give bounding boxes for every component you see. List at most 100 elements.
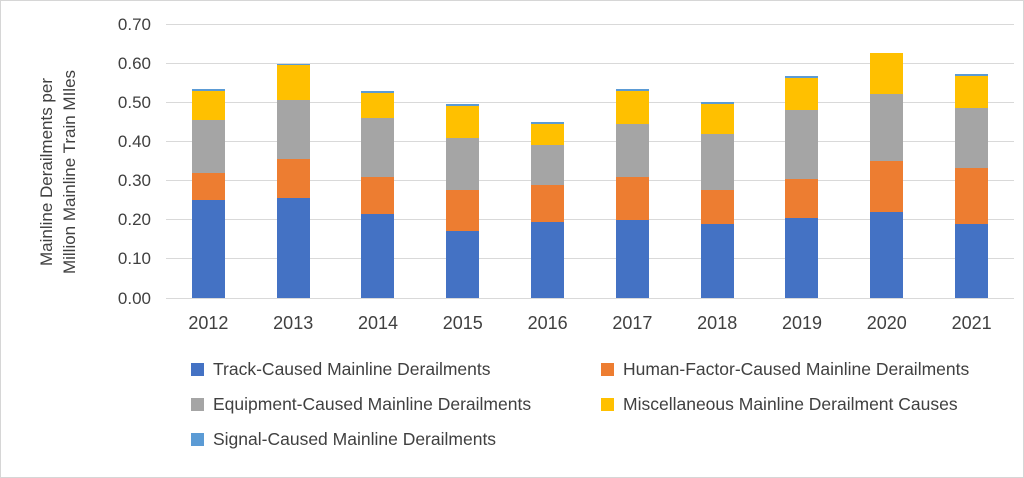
bar-segment: [955, 107, 989, 168]
x-tick-label: 2020: [866, 313, 907, 333]
bar-segment: [191, 200, 225, 298]
bar-segment: [446, 137, 480, 191]
bar-segment: [531, 221, 565, 298]
bar-segment: [785, 77, 819, 110]
bar-segment: [361, 213, 395, 298]
x-tick-label: 2014: [357, 313, 399, 333]
bar-segment: [615, 176, 649, 220]
gridline: [166, 219, 1014, 221]
bar-segment: [955, 167, 989, 224]
gridline: [166, 180, 1014, 182]
gridline: [166, 258, 1014, 260]
legend-item: Miscellaneous Mainline Derailment Causes: [601, 394, 1011, 415]
legend-swatch-icon: [191, 363, 204, 376]
legend-item: Track-Caused Mainline Derailments: [191, 359, 601, 380]
bar-2017: [590, 24, 675, 298]
bar-segment: [191, 119, 225, 173]
bar-segment: [531, 184, 565, 222]
legend-swatch-icon: [601, 398, 614, 411]
gridline: [166, 23, 1014, 25]
y-tick-label: 0.40: [117, 131, 151, 151]
y-tick-label: 0.20: [117, 210, 151, 230]
y-tick-label: 0.10: [117, 249, 151, 269]
bar-segment: [276, 198, 310, 298]
bar-segment: [361, 176, 395, 214]
bar-segment: [870, 161, 904, 212]
bar-segment: [276, 65, 310, 101]
legend-item: Human-Factor-Caused Mainline Derailments: [601, 359, 1011, 380]
bar-segment: [361, 117, 395, 177]
bar-segment: [615, 123, 649, 177]
bar-segment: [785, 217, 819, 298]
y-tick-label: 0.70: [117, 14, 151, 34]
bar-2013: [251, 24, 336, 298]
gridline: [166, 62, 1014, 64]
bar-segment: [446, 103, 480, 107]
bar-segment: [446, 231, 480, 298]
bar-segment: [700, 223, 734, 298]
legend-item: Equipment-Caused Mainline Derailments: [191, 394, 601, 415]
x-tick-label: 2021: [951, 313, 992, 333]
bar-segment: [615, 219, 649, 298]
bar-segment: [700, 190, 734, 224]
legend: Track-Caused Mainline Derailments Human-F…: [191, 359, 1011, 450]
bar-segment: [276, 100, 310, 160]
bar-2018: [675, 24, 760, 298]
x-axis-line: [166, 298, 1014, 299]
bar-segment: [700, 104, 734, 134]
legend-label: Human-Factor-Caused Mainline Derailments: [623, 359, 970, 379]
bar-segment: [361, 92, 395, 118]
y-axis-title-line2: Million Mainline Train MIles: [60, 69, 79, 275]
bar-segment: [531, 123, 565, 146]
x-tick-label: 2013: [273, 313, 314, 333]
bar-segment: [191, 89, 225, 92]
bar-segment: [615, 90, 649, 124]
gridline: [166, 101, 1014, 103]
y-axis-title-line1: Mainline Derailments per: [37, 77, 56, 267]
legend-swatch-icon: [601, 363, 614, 376]
bar-segment: [700, 102, 734, 105]
bar-segment: [785, 179, 819, 218]
bar-2016: [505, 24, 590, 298]
y-tick-label: 0.50: [117, 92, 151, 112]
bar-segment: [191, 172, 225, 201]
bar-2021: [929, 24, 1014, 298]
gridline: [166, 140, 1014, 142]
x-tick-label: 2015: [442, 313, 483, 333]
bar-segment: [446, 106, 480, 138]
bar-2012: [166, 24, 251, 298]
bar-segment: [955, 75, 989, 108]
plot-area: [166, 23, 1014, 298]
legend-label: Equipment-Caused Mainline Derailments: [213, 394, 532, 414]
x-tick-label: 2018: [697, 313, 738, 333]
bar-segment: [615, 88, 649, 91]
y-tick-label: 0.30: [117, 171, 151, 191]
bar-segment: [531, 121, 565, 124]
legend-item: Signal-Caused Mainline Derailments: [191, 429, 601, 450]
bar-segment: [446, 190, 480, 232]
legend-label: Miscellaneous Mainline Derailment Causes: [623, 394, 958, 414]
x-tick-label: 2012: [188, 313, 229, 333]
bar-segment: [531, 145, 565, 185]
bar-segment: [276, 63, 310, 66]
bar-segment: [361, 90, 395, 93]
bar-segment: [191, 91, 225, 120]
x-tick-label: 2019: [781, 313, 823, 333]
bar-segment: [955, 223, 989, 298]
legend-label: Signal-Caused Mainline Derailments: [213, 429, 497, 449]
bar-2014: [336, 24, 421, 298]
legend-swatch-icon: [191, 433, 204, 446]
bar-2015: [420, 24, 505, 298]
bar-segment: [955, 73, 989, 76]
bar-segment: [870, 53, 904, 95]
bar-2020: [844, 24, 929, 298]
legend-label: Track-Caused Mainline Derailments: [213, 359, 491, 379]
x-tick-label: 2017: [612, 313, 653, 333]
y-tick-label: 0.60: [117, 53, 151, 73]
legend-swatch-icon: [191, 398, 204, 411]
bar-segment: [785, 109, 819, 180]
bar-2019: [760, 24, 845, 298]
bar-segment: [870, 94, 904, 162]
bar-segment: [276, 159, 310, 199]
